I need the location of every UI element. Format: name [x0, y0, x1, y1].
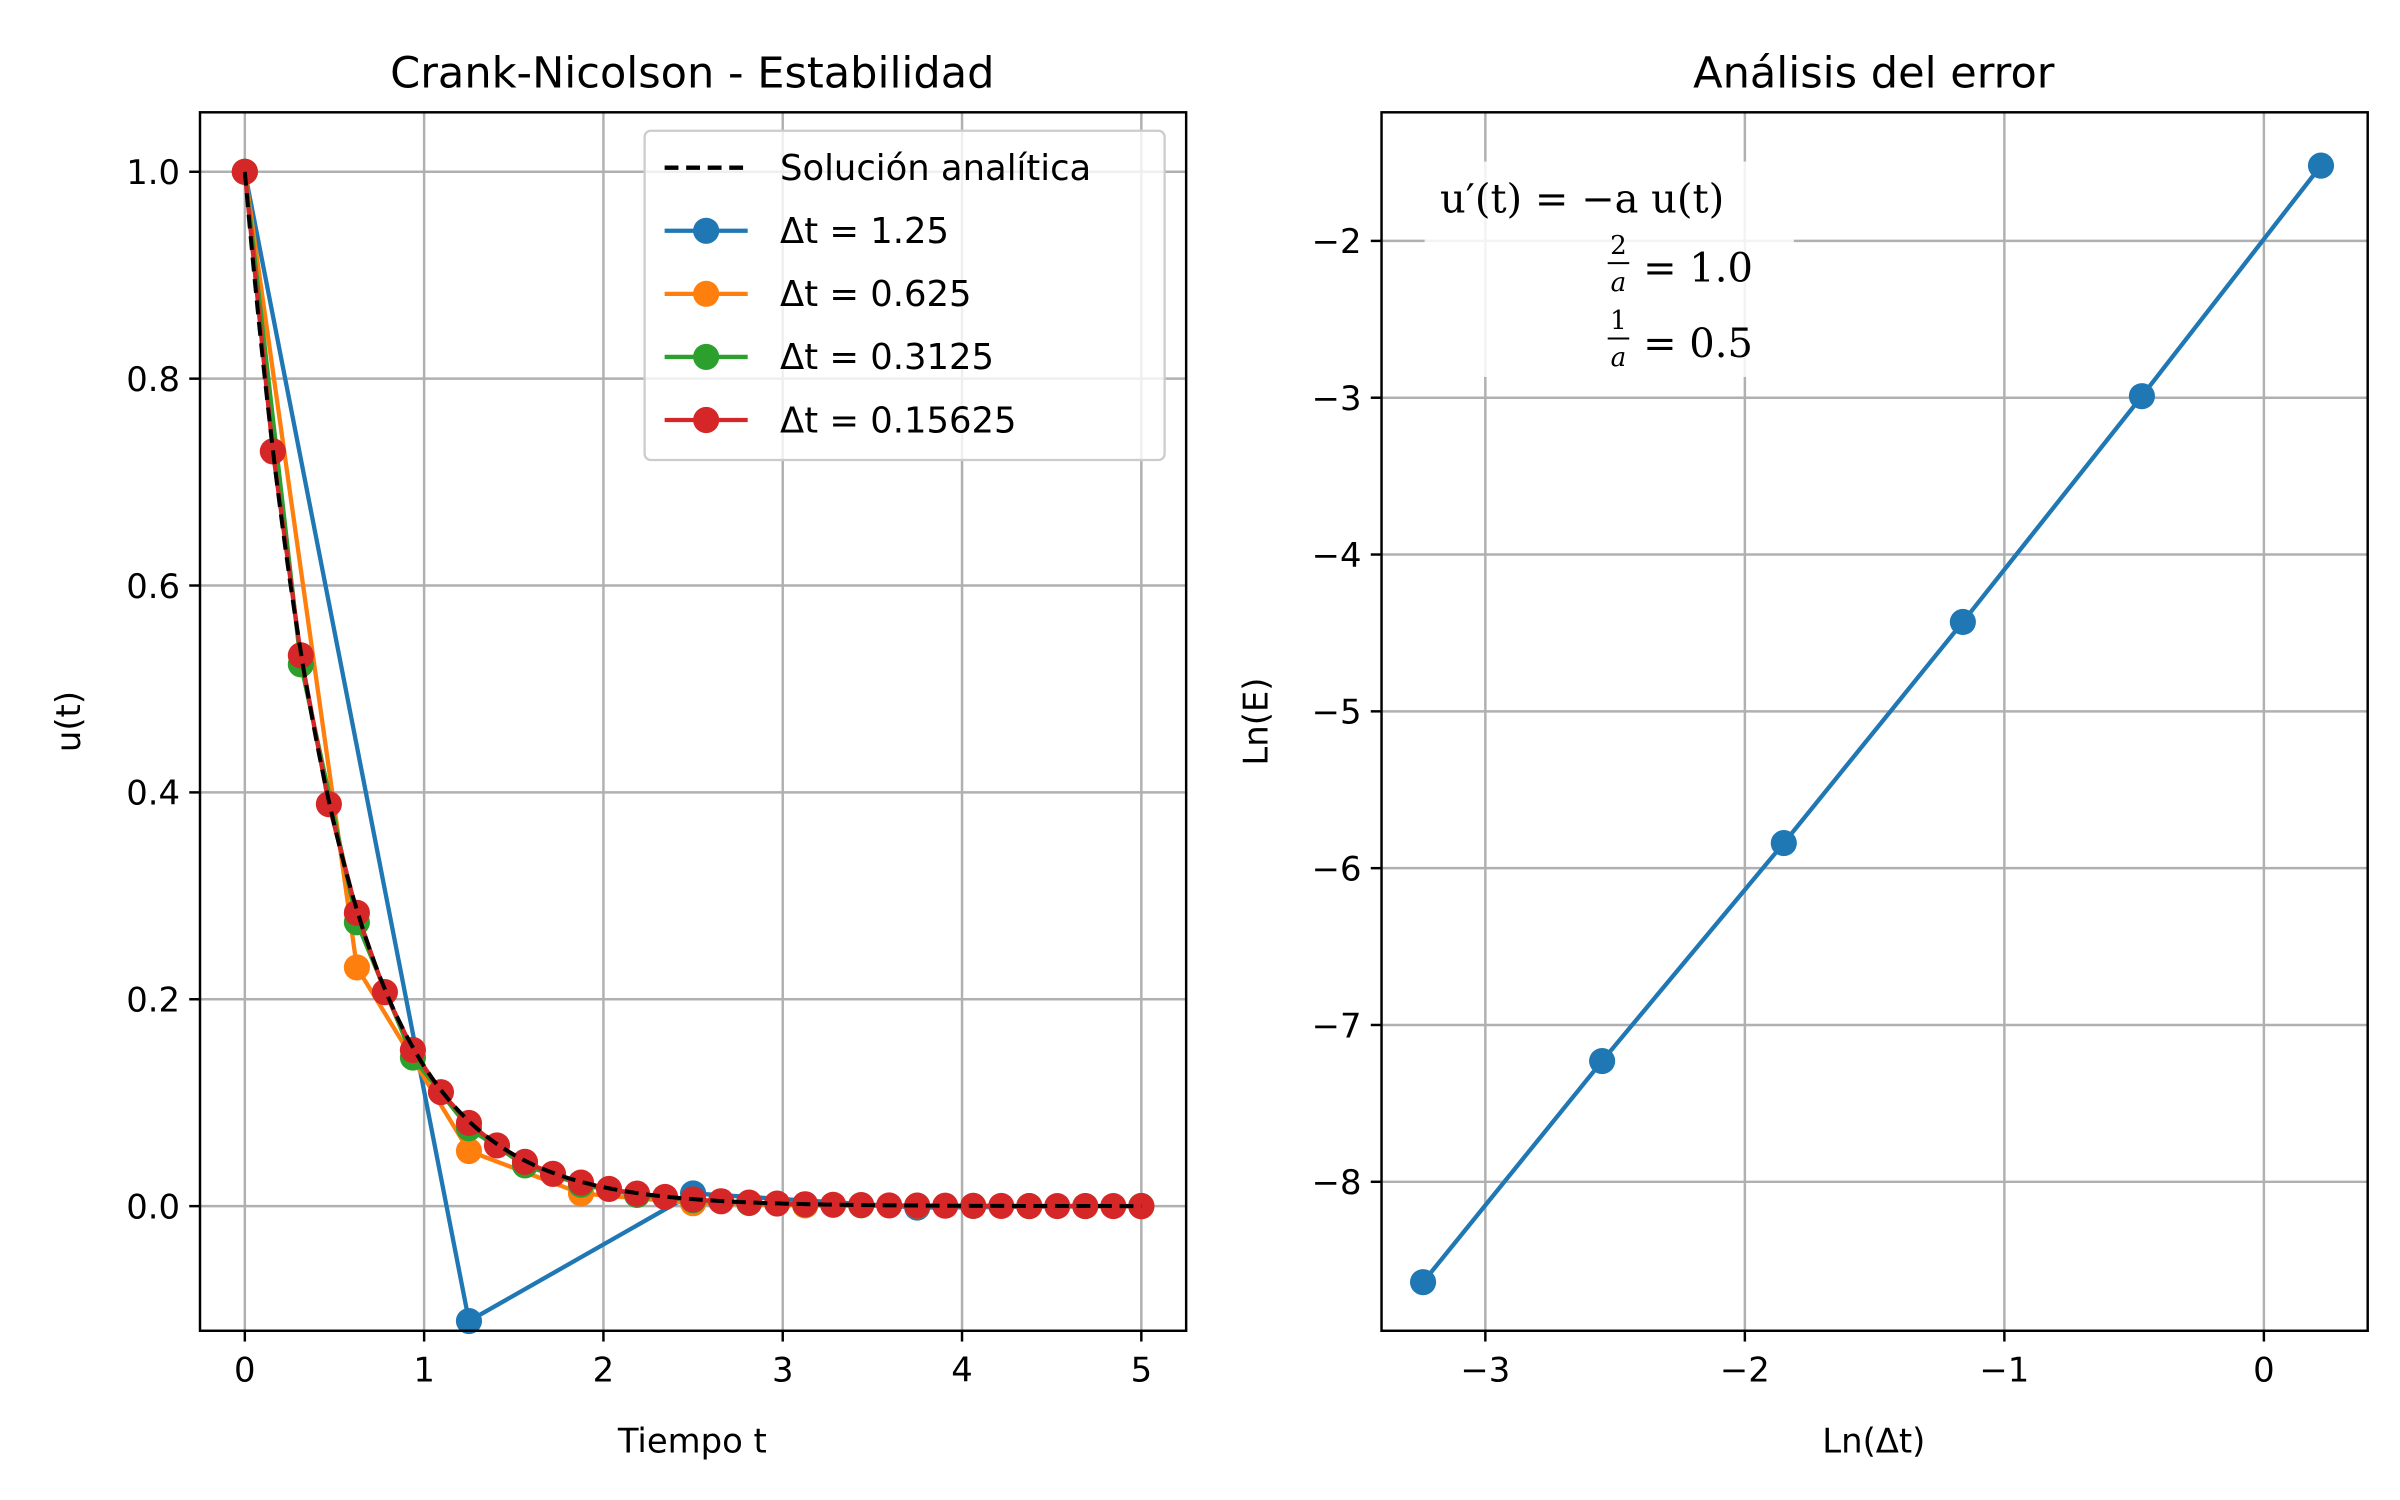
data-point: [820, 1191, 847, 1218]
stability-ytick-label: 0.4: [126, 774, 180, 813]
error-xtick-label: −2: [1720, 1351, 1770, 1390]
legend-entry-dt-1.25: Δt = 1.25: [664, 211, 949, 252]
data-point: [567, 1169, 595, 1196]
error-point: [2307, 152, 2335, 179]
error-point: [1409, 1269, 1437, 1296]
error-point: [2128, 383, 2155, 410]
error-point: [1589, 1047, 1616, 1075]
legend-swatch-marker: [693, 406, 720, 434]
stability-ytick-label: 0.0: [126, 1187, 180, 1226]
error-line: [1421, 164, 2323, 1284]
data-point: [1128, 1193, 1155, 1220]
data-point: [651, 1183, 679, 1211]
error-xtick-label: −3: [1460, 1351, 1510, 1390]
error-xtick-label: −1: [1979, 1351, 2029, 1390]
analytic-solution-line: [242, 171, 1142, 1209]
error-series-group: [1409, 152, 2335, 1296]
error-xtick-label: 0: [2253, 1351, 2275, 1390]
data-point: [1016, 1192, 1043, 1220]
stability-xlabel: Tiempo t: [617, 1421, 767, 1460]
stability-ylabel: u(t): [49, 691, 88, 752]
legend-swatch-marker: [693, 280, 720, 307]
error-ytick-label: −6: [1312, 849, 1362, 888]
error-ytick-label: −2: [1312, 222, 1362, 261]
error-grid: [1381, 112, 2368, 1331]
equation-text: u′(t) = −a u(t): [1440, 176, 1724, 222]
stability-xtick-label: 2: [593, 1351, 615, 1390]
error-point: [1949, 608, 1976, 636]
error-ytick-label: −3: [1312, 379, 1362, 418]
fraction-denominator: a: [1611, 268, 1627, 298]
data-point: [343, 954, 370, 981]
stability-plot-frame: [198, 111, 1188, 1332]
stability-ytick-label: 0.6: [126, 567, 180, 606]
annotation-background: [1424, 161, 1794, 377]
legend-entry-dt-0.625: Δt = 0.625: [664, 274, 971, 315]
error-point: [1770, 829, 1797, 857]
error-series: [1409, 152, 2335, 1296]
fraction-numerator: 1: [1610, 306, 1627, 336]
fraction-denominator: a: [1611, 343, 1627, 373]
fraction-numerator: 2: [1610, 231, 1627, 261]
data-point: [455, 1307, 483, 1335]
error-xlabel: Ln(Δt): [1822, 1421, 1925, 1460]
stability-xtick-label: 0: [234, 1351, 256, 1390]
error-ytick-label: −7: [1312, 1006, 1362, 1045]
stability-xtick-label: 5: [1131, 1351, 1153, 1390]
data-point: [371, 979, 398, 1006]
ratio-value: = 1.0: [1643, 246, 1753, 292]
data-point: [231, 158, 258, 185]
stability-ytick-label: 1.0: [126, 153, 180, 192]
data-point: [455, 1137, 483, 1165]
error-plot: −3 −2 −1 0 −8 −7 −6 −5 −4 −3 −2 Análisis del error…: [1237, 49, 2369, 1460]
stability-ticks: 0 1 2 3 4 5 0.0 0.2 0.4 0.6 0.8 1.0: [126, 153, 1152, 1389]
error-plot-frame: [1380, 111, 2369, 1332]
error-ylabel: Ln(E): [1237, 678, 1276, 766]
data-point: [736, 1189, 763, 1216]
error-ytick-label: −5: [1312, 693, 1362, 732]
legend-box: [643, 129, 1166, 462]
legend: Solución analítica Δt = 1.25 Δt = 0.625 …: [643, 129, 1166, 462]
legend-label: Δt = 1.25: [780, 211, 949, 252]
error-ytick-label: −8: [1312, 1163, 1362, 1202]
stability-title: Crank-Nicolson - Estabilidad: [390, 49, 994, 99]
stability-xtick-label: 4: [951, 1351, 973, 1390]
legend-label: Δt = 0.3125: [780, 337, 994, 378]
equation-annotation: u′(t) = −a u(t) 2 a = 1.0 1 a = 0.5: [1424, 161, 1794, 377]
legend-label: Δt = 0.15625: [780, 400, 1016, 441]
stability-ytick-label: 0.2: [126, 981, 180, 1020]
legend-analytic-label: Solución analítica: [780, 148, 1091, 189]
legend-swatch-marker: [693, 217, 720, 244]
error-ticks: −3 −2 −1 0 −8 −7 −6 −5 −4 −3 −2: [1312, 222, 2275, 1389]
stability-plot: 0 1 2 3 4 5 0.0 0.2 0.4 0.6 0.8 1.0 Crank-Nicolson …: [49, 49, 1188, 1460]
legend-swatch-marker: [693, 343, 720, 370]
legend-label: Δt = 0.625: [780, 274, 971, 315]
ratio-value: = 0.5: [1643, 321, 1753, 367]
series-dt-0.15625: [231, 158, 1155, 1220]
stability-xtick-label: 1: [413, 1351, 435, 1390]
data-point: [932, 1192, 959, 1219]
data-point: [1100, 1192, 1127, 1220]
stability-xtick-label: 3: [772, 1351, 794, 1390]
legend-entry-dt-0.15625: Δt = 0.15625: [664, 400, 1016, 441]
error-ytick-label: −4: [1312, 536, 1362, 575]
stability-ytick-label: 0.8: [126, 360, 180, 399]
legend-entry-dt-0.3125: Δt = 0.3125: [664, 337, 994, 378]
data-point: [343, 899, 370, 926]
stability-series: [231, 158, 1155, 1335]
error-title: Análisis del error: [1693, 49, 2055, 99]
